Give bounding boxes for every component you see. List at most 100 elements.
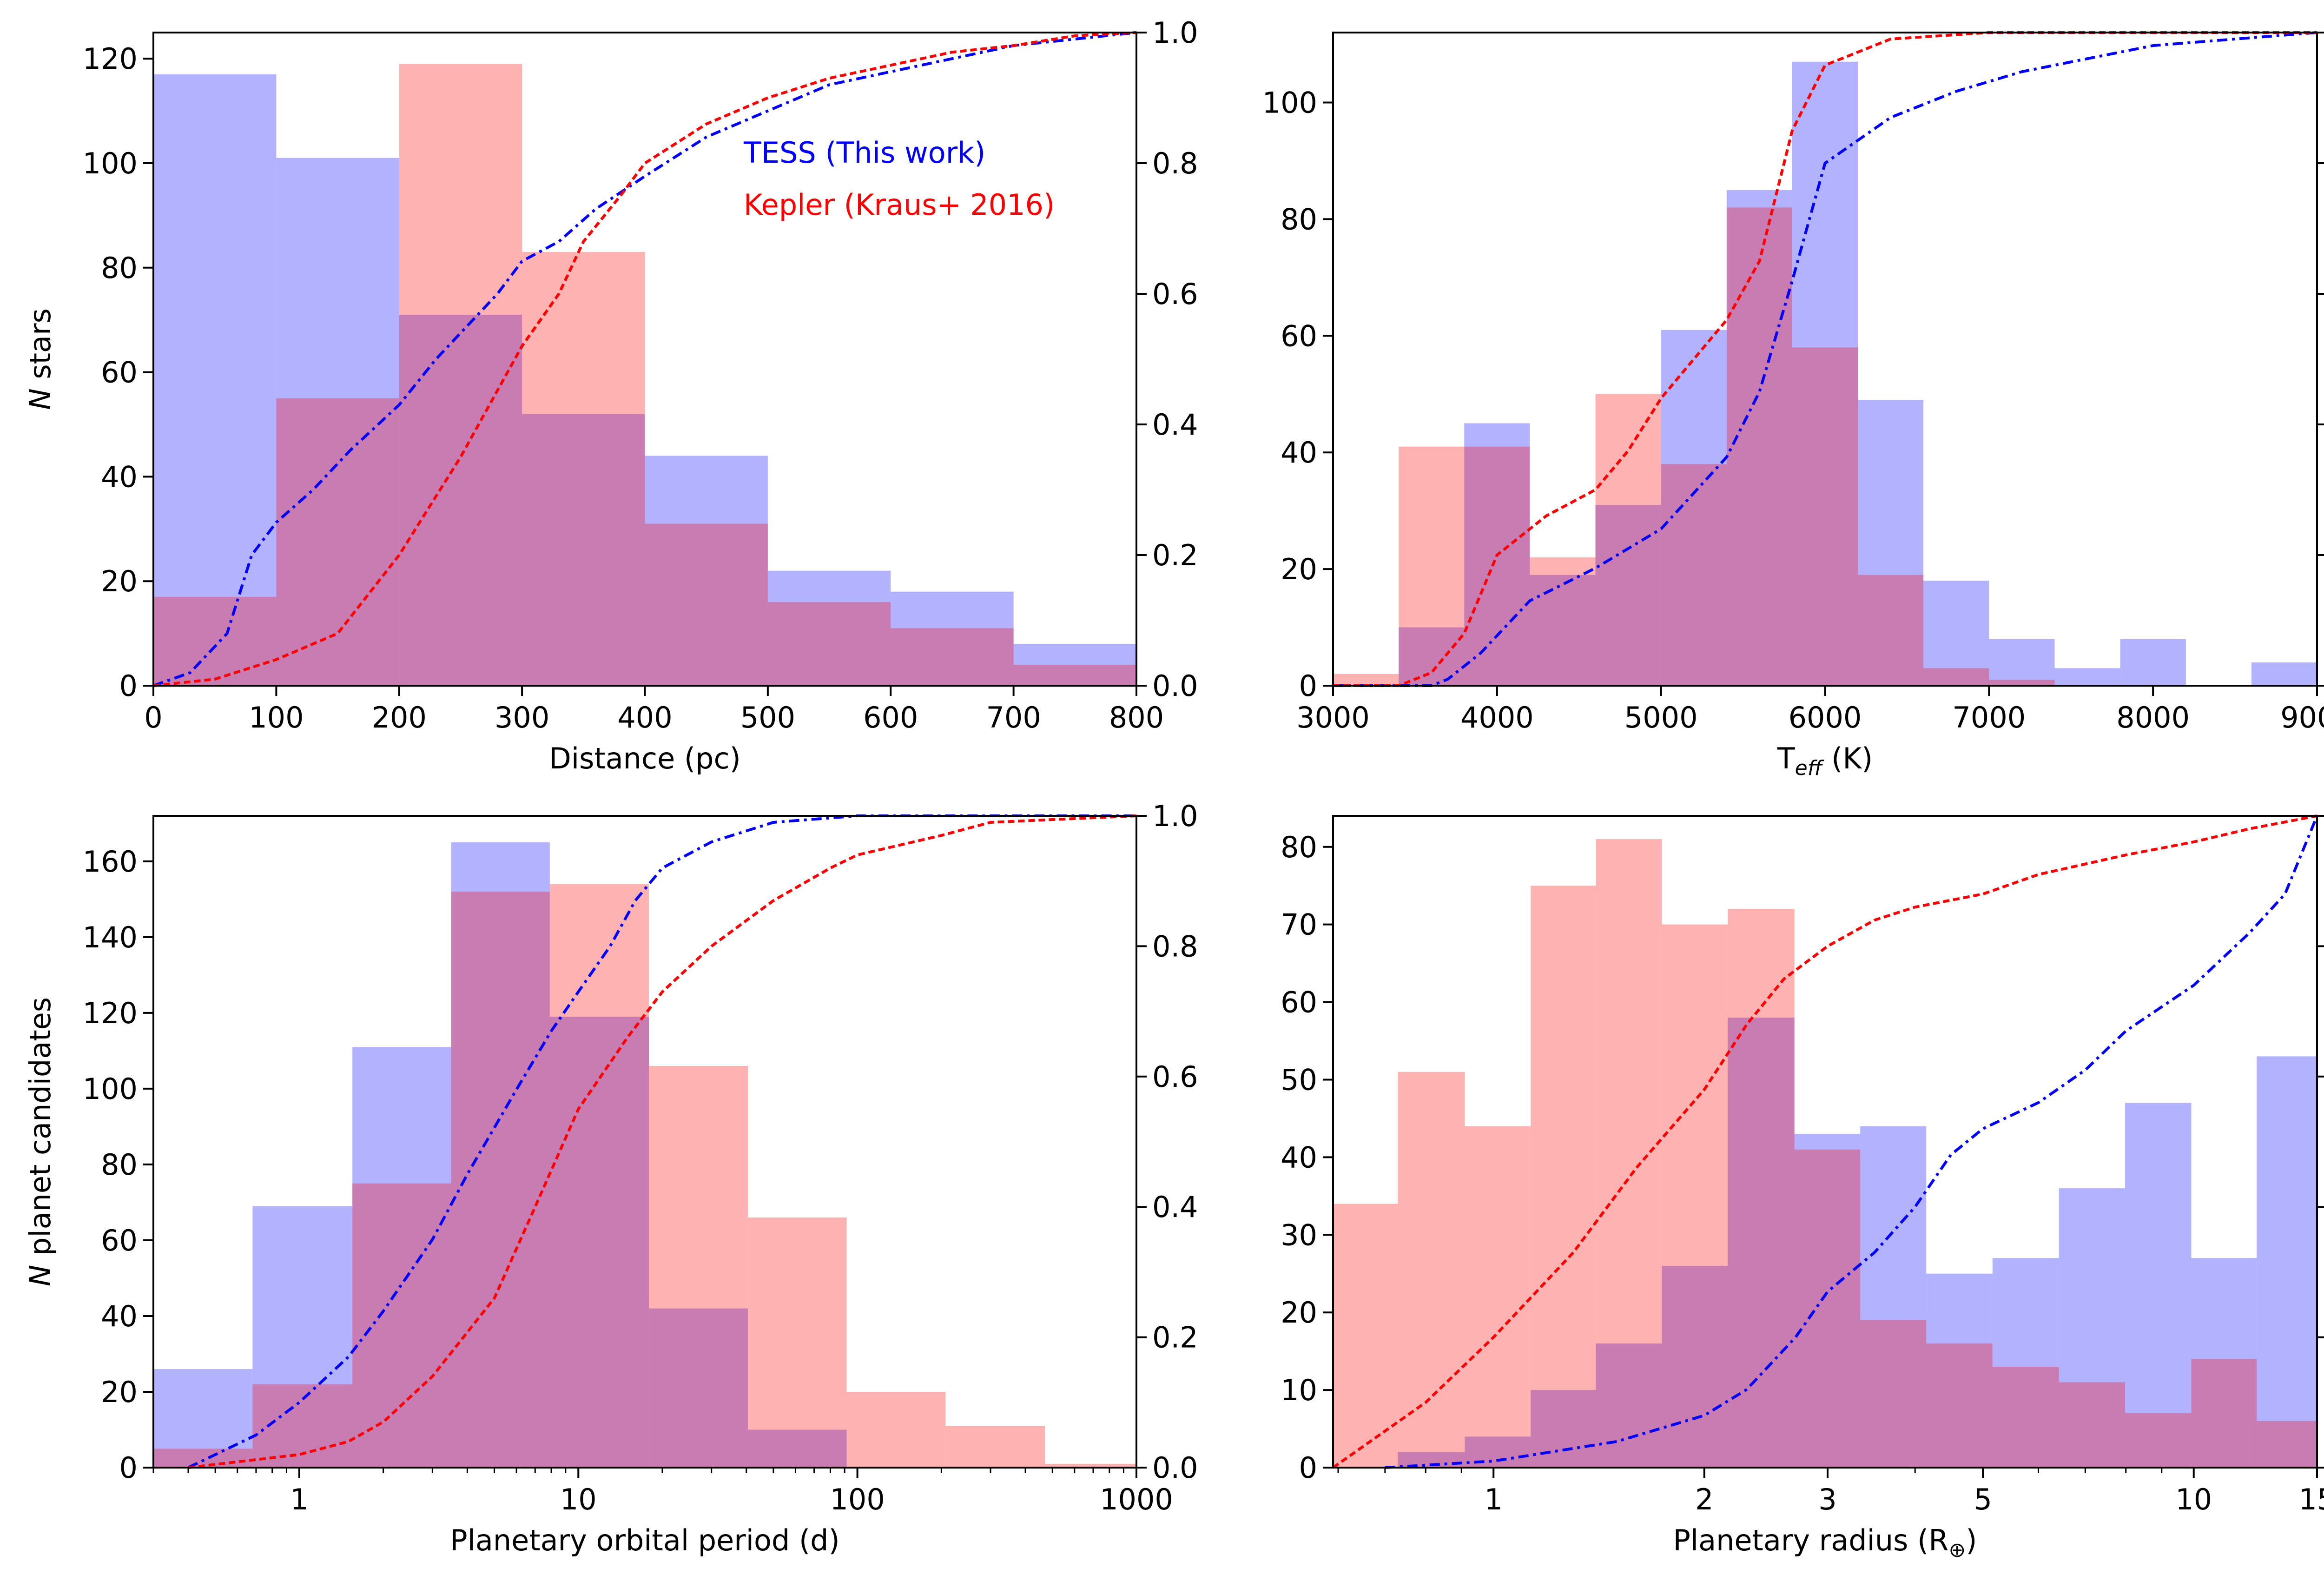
kepler-bar-13 — [2191, 1359, 2257, 1468]
x-tick-label: 200 — [372, 701, 427, 734]
x-tick-label: 3 — [1818, 1482, 1836, 1516]
tess-cdf-line — [187, 814, 1136, 1469]
x-tick-label: 300 — [495, 701, 549, 734]
tess-bar-5 — [767, 570, 891, 686]
tess-cdf-line — [1333, 31, 2317, 687]
x-tick-label: 100 — [249, 701, 304, 734]
y-tick-label: 60 — [1281, 986, 1317, 1019]
tess-cdf-line — [152, 31, 1137, 687]
y-tick-label: 20 — [1281, 1296, 1317, 1330]
x-tick-label: 10 — [2175, 1482, 2212, 1516]
x-tick-label: 400 — [617, 701, 672, 734]
cdf-tick-label: 0.0 — [1152, 669, 1198, 703]
y-tick-label: 120 — [83, 996, 138, 1030]
tess-bar-4 — [645, 456, 768, 686]
cdf-tick-label: 1.0 — [1152, 16, 1198, 50]
tess-bar-8 — [1860, 1126, 1927, 1468]
x-tick-label: 7000 — [1952, 701, 2026, 734]
y-tick-label: 20 — [101, 564, 138, 598]
kepler-bar-3 — [451, 892, 550, 1468]
tess-bar-10 — [1992, 1258, 2059, 1468]
tess-bar-12 — [2120, 639, 2186, 686]
kepler-bar-2 — [352, 1183, 451, 1468]
y-tick-label: 10 — [1281, 1373, 1317, 1407]
x-tick-label: 100 — [830, 1482, 885, 1516]
y-tick-label: 100 — [83, 146, 138, 180]
x-tick-label: 1000 — [1100, 1482, 1173, 1516]
cdf-tick-label: 0.4 — [1152, 408, 1198, 442]
kepler-bar-0 — [153, 596, 277, 686]
cdf-tick-label: 0.4 — [1152, 1190, 1198, 1224]
y-tick-label: 80 — [1281, 202, 1317, 236]
x-tick-label: 700 — [986, 701, 1041, 734]
cdf-tick-label: 0.8 — [1152, 929, 1198, 963]
kepler-bar-0 — [153, 1449, 253, 1468]
y-tick-label: 80 — [101, 251, 138, 285]
y-tick-label: 40 — [101, 460, 138, 494]
y-tick-label: 0 — [119, 669, 138, 703]
cdf-tick-label: 0.8 — [1152, 146, 1198, 180]
tess-bar-6 — [891, 591, 1014, 686]
y-tick-label: 160 — [83, 845, 138, 879]
tess-bar-5 — [1662, 1266, 1728, 1468]
cdf-tick-label: 0.2 — [1152, 1321, 1198, 1355]
kepler-bar-3 — [522, 252, 645, 686]
kepler-bar-1 — [1399, 446, 1465, 686]
kepler-bar-5 — [1661, 464, 1727, 686]
kepler-bar-5 — [767, 602, 891, 686]
kepler-bar-2 — [399, 64, 522, 686]
kepler-bar-4 — [645, 523, 768, 686]
y-tick-label: 100 — [83, 1072, 138, 1106]
tess-bar-14 — [2251, 662, 2317, 686]
tess-bar-4 — [1596, 1343, 1662, 1468]
kepler-bar-7 — [1794, 1149, 1861, 1468]
legend: TESS (This work) Kepler (Kraus+ 2016) — [743, 136, 1055, 222]
y-tick-label: 120 — [83, 42, 138, 76]
kepler-bar-7 — [1013, 665, 1136, 686]
panel-3: 1 10 100 1000 0 20 40 60 80 100 120 140 160 0.0 0.2 0.4… — [23, 799, 1198, 1557]
y-tick-label: 0 — [1299, 1451, 1317, 1485]
kepler-bar-7 — [1792, 347, 1858, 686]
y-tick-label: 40 — [1281, 436, 1317, 470]
tess-bar-5 — [649, 1308, 748, 1468]
kepler-bar-9 — [1045, 1463, 1136, 1468]
kepler-bar-0 — [1333, 1204, 1398, 1468]
y-axis-label: N planet candidates — [23, 997, 57, 1286]
kepler-bar-1 — [1398, 1072, 1465, 1468]
x-tick-label: 0 — [144, 701, 162, 734]
panel-2: 3000 4000 5000 6000 7000 8000 9000 0 20 40 60 80 100… — [1262, 31, 2324, 780]
y-tick-label: 40 — [1281, 1140, 1317, 1174]
y-tick-label: 60 — [1281, 319, 1317, 353]
y-tick-label: 100 — [1262, 86, 1317, 120]
kepler-bar-0 — [1333, 674, 1399, 686]
kepler-bar-7 — [846, 1391, 946, 1468]
x-tick-label: 9000 — [2280, 701, 2324, 734]
kepler-bar-10 — [1989, 680, 2055, 686]
kepler-bar-10 — [1992, 1367, 2059, 1468]
tess-bar-9 — [1923, 581, 1989, 686]
x-tick-label: 600 — [863, 701, 918, 734]
y-tick-label: 40 — [101, 1299, 138, 1333]
x-tick-label: 2 — [1695, 1482, 1713, 1516]
x-tick-label: 4000 — [1460, 701, 1534, 734]
y-tick-label: 80 — [1281, 830, 1317, 864]
kepler-bar-11 — [2059, 1382, 2126, 1468]
cdf-tick-label: 0.6 — [1152, 1060, 1198, 1094]
tess-bar-9 — [1926, 1273, 1993, 1468]
panel-1: 0 100 200 300 400 500 600 700 800 0 20 40 60 80 100 120… — [23, 16, 1198, 775]
tess-bar-0 — [153, 74, 277, 686]
tess-bar-0 — [153, 1369, 253, 1468]
x-tick-label: 8000 — [2116, 701, 2190, 734]
kepler-cdf-line — [153, 31, 1137, 687]
x-tick-label: 5 — [1974, 1482, 1992, 1516]
tess-bar-11 — [2054, 668, 2120, 686]
kepler-bar-12 — [2125, 1413, 2192, 1468]
kepler-bar-8 — [1860, 1320, 1927, 1468]
kepler-bar-2 — [1464, 446, 1530, 686]
y-tick-label: 60 — [101, 1224, 138, 1257]
tess-bar-4 — [549, 1017, 649, 1468]
tess-bar-6 — [1728, 1017, 1795, 1468]
x-tick-label: 6000 — [1789, 701, 1862, 734]
cdf-tick-label: 0.0 — [1152, 1451, 1198, 1485]
y-axis-label: N stars — [23, 308, 57, 410]
